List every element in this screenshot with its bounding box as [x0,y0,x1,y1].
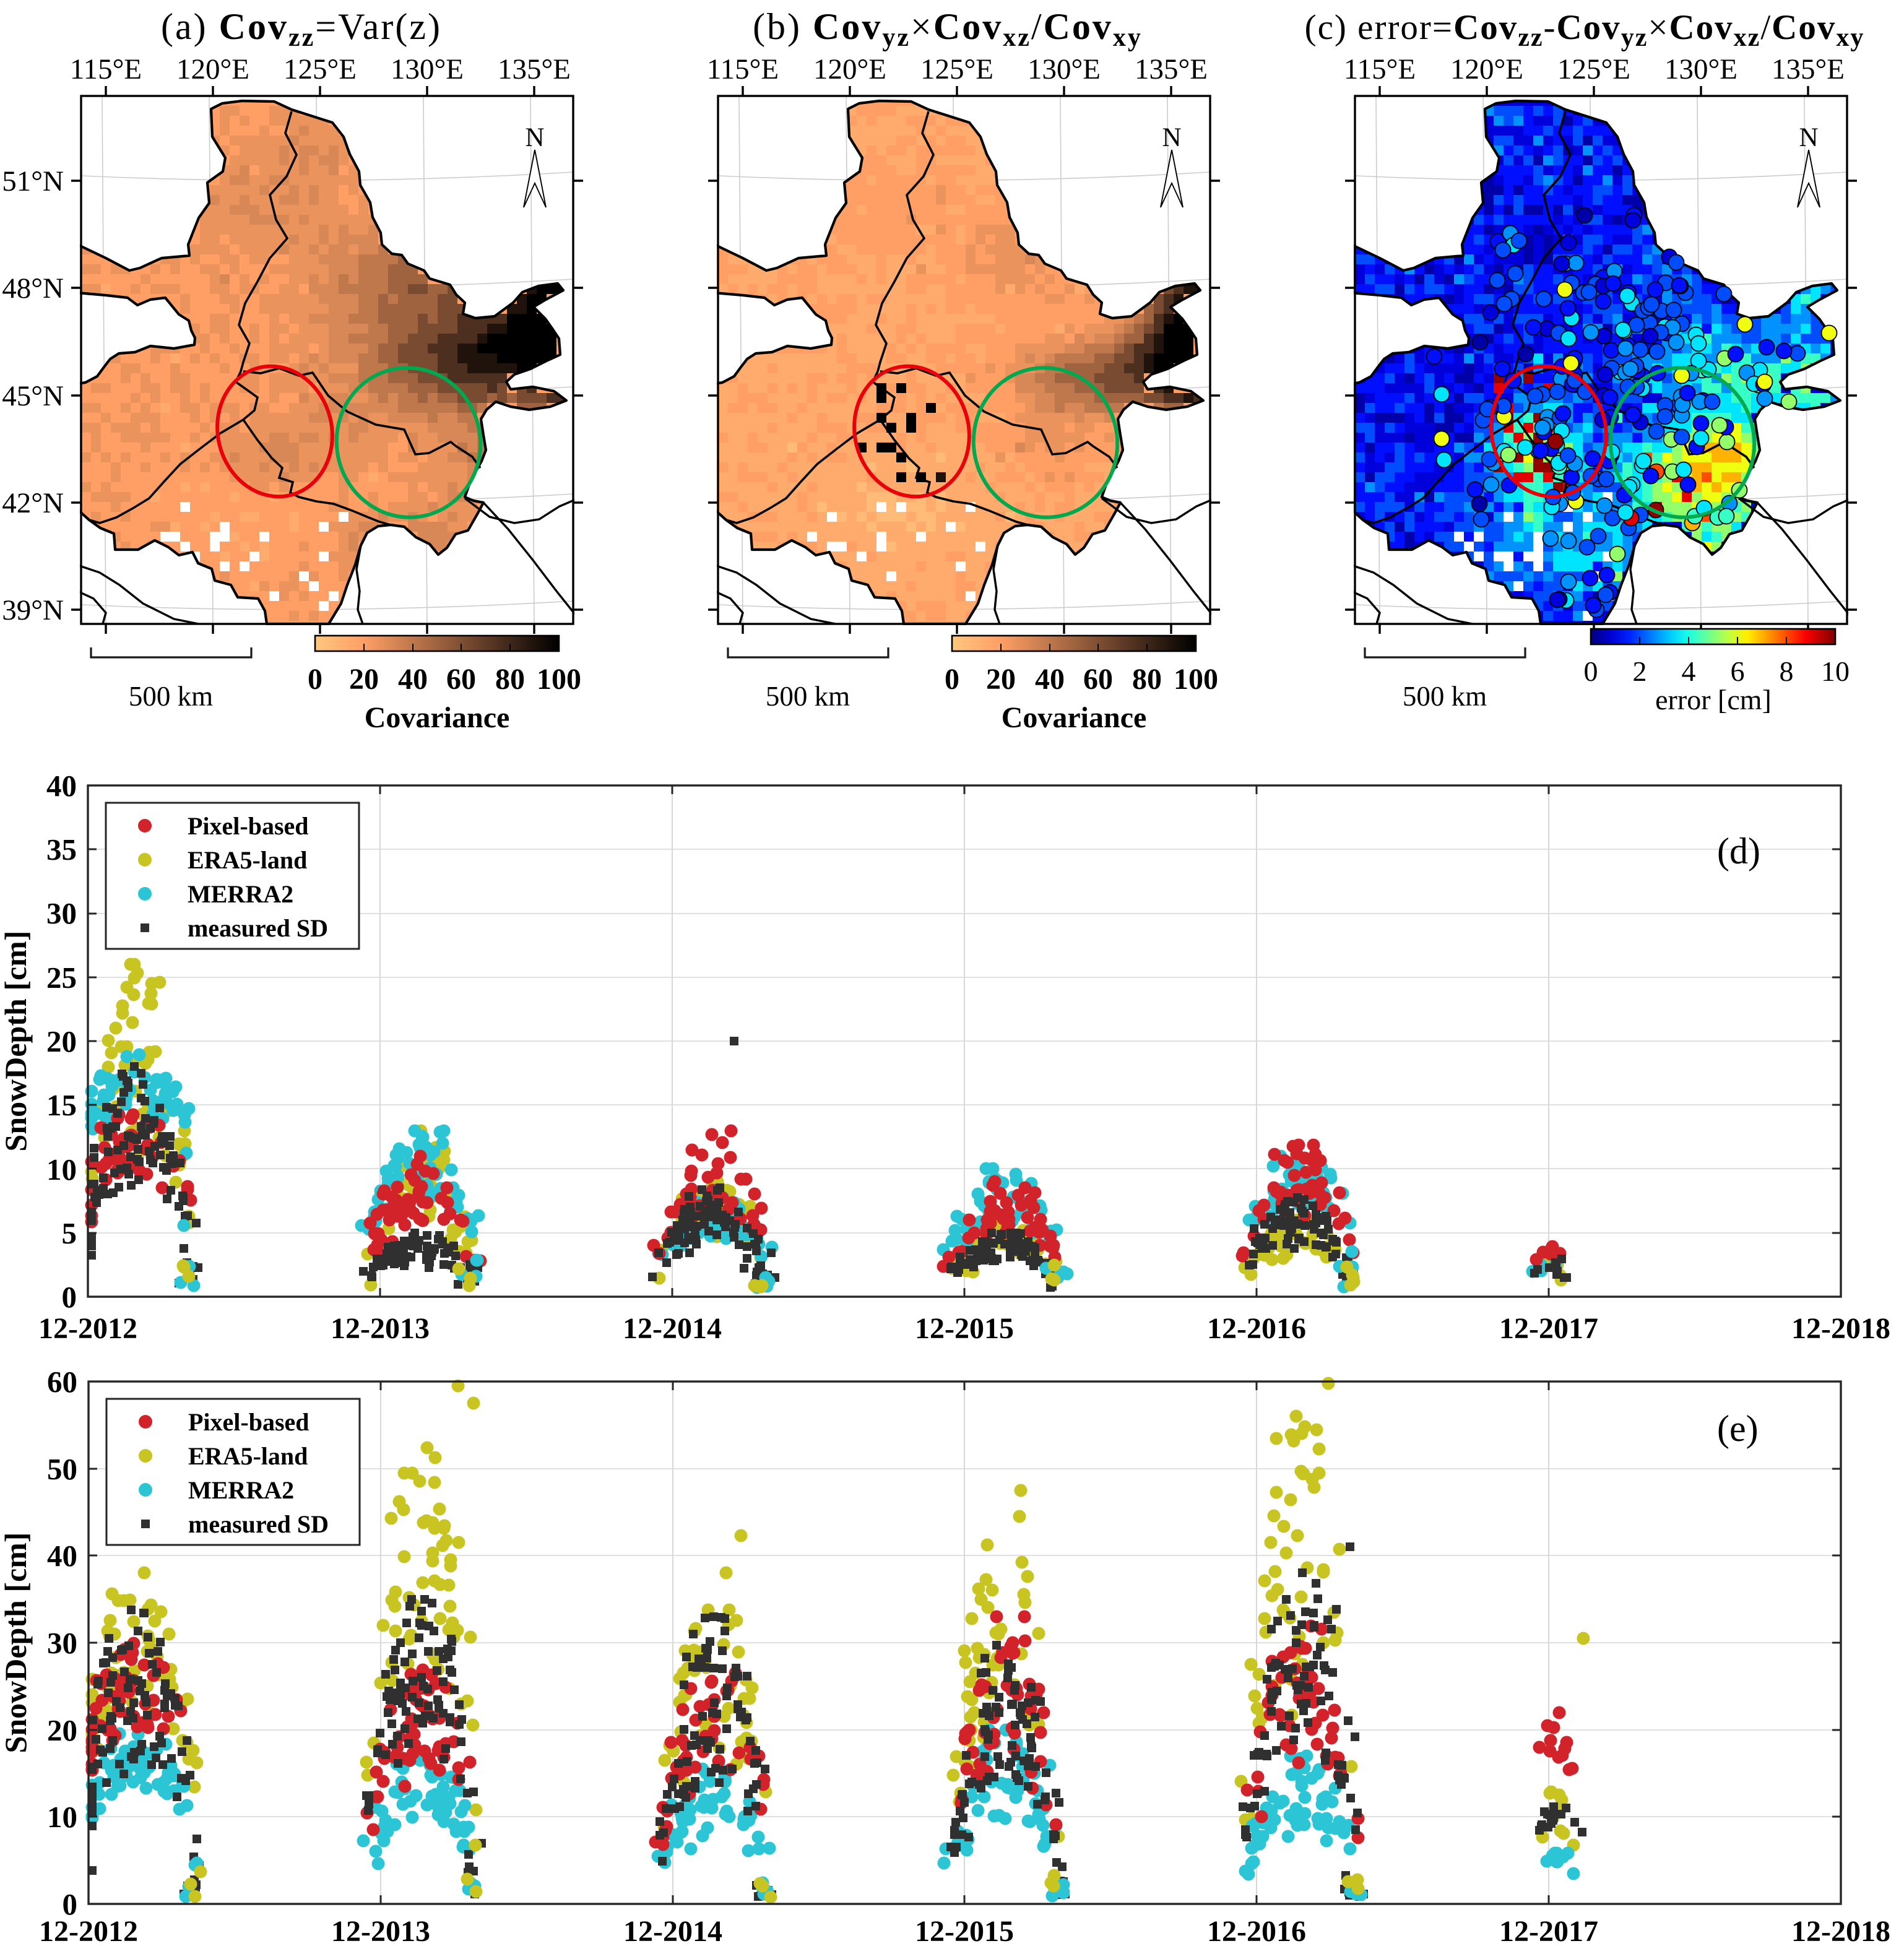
svg-text:(b) Covyz×Covxz/Covxy: (b) Covyz×Covxz/Covxy [753,6,1143,52]
svg-text:12-2017: 12-2017 [1499,1312,1598,1345]
svg-text:(d): (d) [1717,831,1760,871]
svg-text:40: 40 [1035,663,1065,696]
svg-text:51°N: 51°N [2,165,64,197]
svg-text:measured SD: measured SD [188,914,328,942]
svg-text:10: 10 [1821,655,1850,687]
svg-text:SnowDepth [cm]: SnowDepth [cm] [0,931,33,1152]
svg-text:135°E: 135°E [1772,53,1845,85]
svg-text:4: 4 [1682,655,1696,687]
svg-text:10: 10 [46,1152,77,1187]
svg-text:20: 20 [46,1024,77,1058]
svg-text:12-2015: 12-2015 [915,1312,1014,1345]
svg-text:error [cm]: error [cm] [1655,684,1772,716]
svg-text:12-2016: 12-2016 [1207,1312,1306,1345]
svg-text:Covariance: Covariance [1002,701,1147,734]
svg-text:12-2012: 12-2012 [38,1312,137,1345]
svg-text:8: 8 [1780,655,1794,687]
svg-text:100: 100 [1174,663,1218,696]
svg-text:45°N: 45°N [2,380,64,412]
svg-text:40: 40 [398,663,428,696]
svg-text:130°E: 130°E [1028,53,1101,85]
svg-text:MERRA2: MERRA2 [188,880,293,908]
svg-text:120°E: 120°E [1450,53,1523,85]
svg-text:0: 0 [1584,655,1598,687]
svg-text:12-2014: 12-2014 [623,1312,722,1345]
svg-text:40: 40 [46,769,77,803]
svg-text:2: 2 [1633,655,1647,687]
svg-text:80: 80 [495,663,525,696]
svg-text:Pixel-based: Pixel-based [188,812,309,840]
svg-text:500 km: 500 km [766,681,850,712]
svg-text:42°N: 42°N [2,487,64,519]
svg-text:(c) error=Covzz-Covyz×Covxz/Co: (c) error=Covzz-Covyz×Covxz/Covxy [1305,8,1865,52]
svg-text:25: 25 [46,961,77,995]
svg-text:120°E: 120°E [176,53,249,85]
svg-text:15: 15 [46,1088,77,1122]
svg-text:125°E: 125°E [920,53,993,85]
svg-text:Covariance: Covariance [365,701,510,734]
svg-text:0: 0 [308,663,322,696]
svg-text:39°N: 39°N [2,594,64,626]
svg-text:125°E: 125°E [1557,53,1630,85]
svg-text:N: N [525,123,544,152]
svg-text:20: 20 [349,663,379,696]
svg-text:ERA5-land: ERA5-land [188,846,307,874]
svg-text:N: N [1799,123,1818,152]
svg-text:0: 0 [62,1280,77,1314]
svg-text:12-2013: 12-2013 [331,1312,430,1345]
svg-text:0: 0 [945,663,959,696]
svg-text:135°E: 135°E [498,53,571,85]
svg-text:130°E: 130°E [1664,53,1737,85]
svg-text:500 km: 500 km [1403,681,1487,712]
svg-text:135°E: 135°E [1135,53,1208,85]
svg-text:115°E: 115°E [70,53,142,85]
svg-text:12-2018: 12-2018 [1791,1312,1890,1345]
svg-text:120°E: 120°E [813,53,886,85]
svg-text:60: 60 [1083,663,1113,696]
svg-text:100: 100 [537,663,581,696]
svg-text:80: 80 [1132,663,1162,696]
svg-text:115°E: 115°E [707,53,779,85]
svg-text:30: 30 [46,896,77,930]
svg-text:500 km: 500 km [129,681,213,712]
svg-text:20: 20 [986,663,1016,696]
svg-text:48°N: 48°N [2,272,64,305]
svg-text:130°E: 130°E [391,53,464,85]
svg-text:60: 60 [446,663,476,696]
svg-text:6: 6 [1731,655,1745,687]
svg-text:125°E: 125°E [283,53,357,85]
svg-text:115°E: 115°E [1344,53,1416,85]
svg-text:5: 5 [62,1216,77,1250]
svg-text:N: N [1162,123,1181,152]
svg-text:35: 35 [46,832,77,867]
